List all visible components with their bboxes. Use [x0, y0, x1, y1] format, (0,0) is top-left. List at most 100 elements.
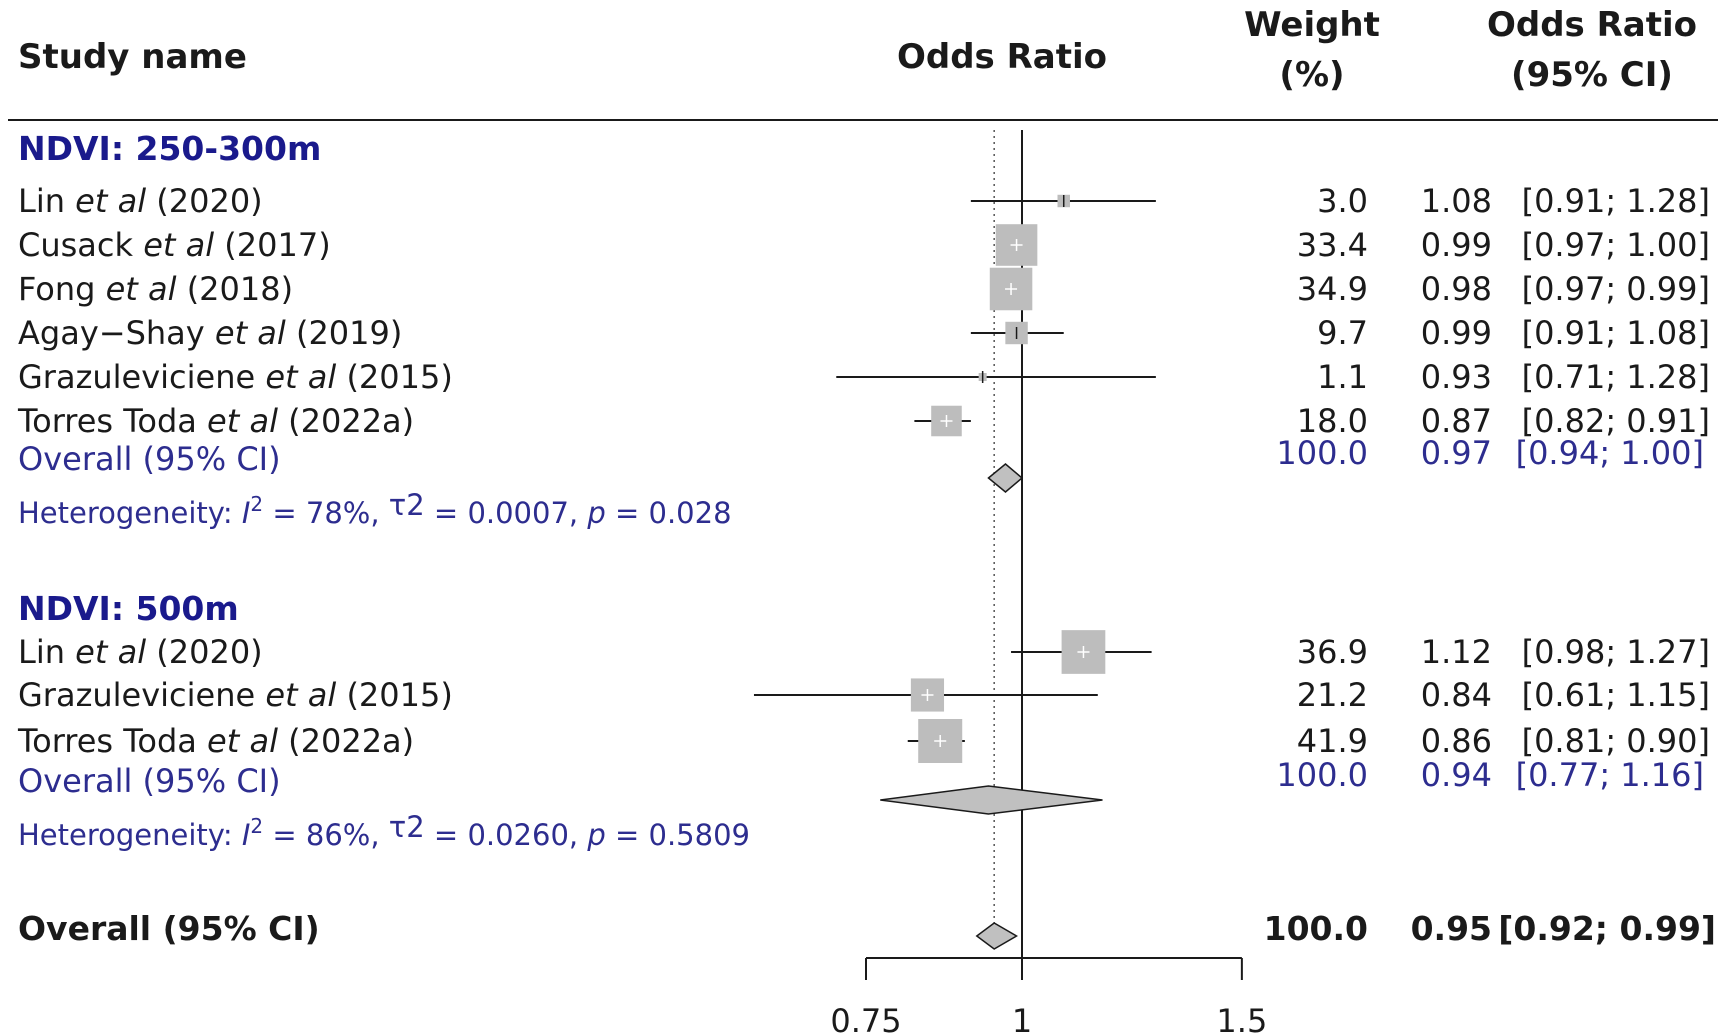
- het-i2-value: = 86%,: [263, 818, 389, 852]
- subgroup-diamond: [987, 463, 1024, 493]
- study-etal: et al: [207, 722, 278, 760]
- het-tau-symbol: τ: [389, 810, 406, 844]
- study-etal: et al: [265, 676, 336, 714]
- header-weight: Weight: [1244, 5, 1380, 45]
- study-ci: [0.81; 0.90]: [1522, 722, 1710, 760]
- x-tick-label: 1: [1012, 1002, 1032, 1036]
- overall-diamond: [975, 922, 1019, 950]
- study-ci: [0.97; 1.00]: [1522, 226, 1710, 264]
- subgroup-overall-weight: 100.0: [1276, 434, 1368, 472]
- study-etal: et al: [75, 182, 146, 220]
- study-weight: 3.0: [1317, 182, 1368, 220]
- header-odds-ratio: Odds Ratio: [1487, 5, 1697, 45]
- study-year: (2015): [336, 676, 453, 714]
- study-or: 0.99: [1421, 314, 1492, 352]
- study-weight: 1.1: [1317, 358, 1368, 396]
- het-tau-sup: 2: [406, 810, 424, 844]
- study-label: Torres Toda et al (2022a): [17, 722, 414, 760]
- study-author: Cusack: [18, 226, 143, 264]
- study-author: Fong: [18, 270, 106, 308]
- study-author: Agay−Shay: [18, 314, 215, 352]
- overall-ci: [0.92; 0.99]: [1498, 909, 1716, 948]
- subgroup-diamond: [880, 785, 1103, 815]
- subgroup-overall-label: Overall (95% CI): [18, 762, 281, 800]
- header-ci: (95% CI): [1511, 55, 1673, 95]
- study-label: Torres Toda et al (2022a): [17, 402, 414, 440]
- study-year: (2022a): [278, 722, 414, 760]
- het-tau-symbol: τ: [389, 488, 406, 522]
- study-or: 1.12: [1421, 633, 1492, 671]
- study-etal: et al: [75, 633, 146, 671]
- study-weight: 33.4: [1297, 226, 1368, 264]
- heterogeneity-text: Heterogeneity: I2 = 78%, τ2 = 0.0007, p …: [18, 488, 732, 530]
- het-i-symbol: I: [242, 496, 251, 530]
- het-tau-value: = 0.0007,: [425, 496, 588, 530]
- study-year: (2017): [214, 226, 331, 264]
- study-etal: et al: [207, 402, 278, 440]
- study-weight: 18.0: [1297, 402, 1368, 440]
- study-year: (2020): [146, 182, 263, 220]
- study-author: Grazuleviciene: [18, 358, 265, 396]
- study-author: Lin: [18, 182, 75, 220]
- study-author: Torres Toda: [17, 722, 207, 760]
- study-author: Lin: [18, 633, 75, 671]
- study-rows: NDVI: 250-300m Lin et al (2020) 3.0 1.08 [0.…: [17, 129, 1716, 958]
- heterogeneity-text: Heterogeneity: I2 = 86%, τ2 = 0.0260, p …: [18, 810, 750, 852]
- overall-or: 0.95: [1411, 909, 1492, 948]
- het-prefix: Heterogeneity:: [18, 818, 242, 852]
- study-ci: [0.61; 1.15]: [1522, 676, 1710, 714]
- het-p-value: = 0.5809: [606, 818, 750, 852]
- study-ci: [0.71; 1.28]: [1522, 358, 1710, 396]
- study-ci: [0.91; 1.08]: [1522, 314, 1710, 352]
- study-or: 0.99: [1421, 226, 1492, 264]
- study-author: Torres Toda: [17, 402, 207, 440]
- het-i-sup: 2: [250, 814, 263, 838]
- study-label: Agay−Shay et al (2019): [18, 314, 402, 352]
- study-etal: et al: [106, 270, 177, 308]
- study-year: (2015): [336, 358, 453, 396]
- study-ci: [0.98; 1.27]: [1522, 633, 1710, 671]
- het-p-symbol: p: [586, 818, 605, 852]
- het-i-sup: 2: [250, 492, 263, 516]
- study-or: 0.84: [1421, 676, 1492, 714]
- overall-weight: 100.0: [1264, 909, 1368, 948]
- group-title: NDVI: 250-300m: [18, 129, 321, 168]
- het-i2-value: = 78%,: [263, 496, 389, 530]
- study-etal: et al: [265, 358, 336, 396]
- study-or: 0.98: [1421, 270, 1492, 308]
- het-p-value: = 0.028: [606, 496, 732, 530]
- study-weight: 21.2: [1297, 676, 1368, 714]
- het-i-symbol: I: [242, 818, 251, 852]
- study-year: (2020): [146, 633, 263, 671]
- study-year: (2022a): [278, 402, 414, 440]
- header-odds-ratio-plot: Odds Ratio: [897, 37, 1107, 77]
- study-label: Fong et al (2018): [18, 270, 293, 308]
- study-year: (2019): [286, 314, 403, 352]
- het-prefix: Heterogeneity:: [18, 496, 242, 530]
- study-label: Cusack et al (2017): [18, 226, 331, 264]
- x-tick-label: 0.75: [830, 1002, 901, 1036]
- header-weight-unit: (%): [1279, 55, 1344, 95]
- x-tick-label: 1.5: [1216, 1002, 1267, 1036]
- subgroup-overall-or: 0.97: [1421, 434, 1492, 472]
- subgroup-overall-label: Overall (95% CI): [18, 440, 281, 478]
- study-etal: et al: [143, 226, 214, 264]
- study-label: Lin et al (2020): [18, 633, 263, 671]
- study-year: (2018): [177, 270, 294, 308]
- study-ci: [0.91; 1.28]: [1522, 182, 1710, 220]
- het-p-symbol: p: [586, 496, 605, 530]
- study-weight: 41.9: [1297, 722, 1368, 760]
- study-label: Grazuleviciene et al (2015): [18, 676, 453, 714]
- study-ci: [0.82; 0.91]: [1522, 402, 1710, 440]
- study-ci: [0.97; 0.99]: [1522, 270, 1710, 308]
- study-label: Lin et al (2020): [18, 182, 263, 220]
- overall-label: Overall (95% CI): [18, 909, 320, 948]
- subgroup-overall-ci: [0.94; 1.00]: [1516, 434, 1704, 472]
- subgroup-overall-weight: 100.0: [1276, 756, 1368, 794]
- study-etal: et al: [215, 314, 286, 352]
- study-or: 0.86: [1421, 722, 1492, 760]
- x-axis: 0.75 1 1.5: [830, 957, 1267, 1036]
- het-tau-value: = 0.0260,: [425, 818, 588, 852]
- study-or: 0.93: [1421, 358, 1492, 396]
